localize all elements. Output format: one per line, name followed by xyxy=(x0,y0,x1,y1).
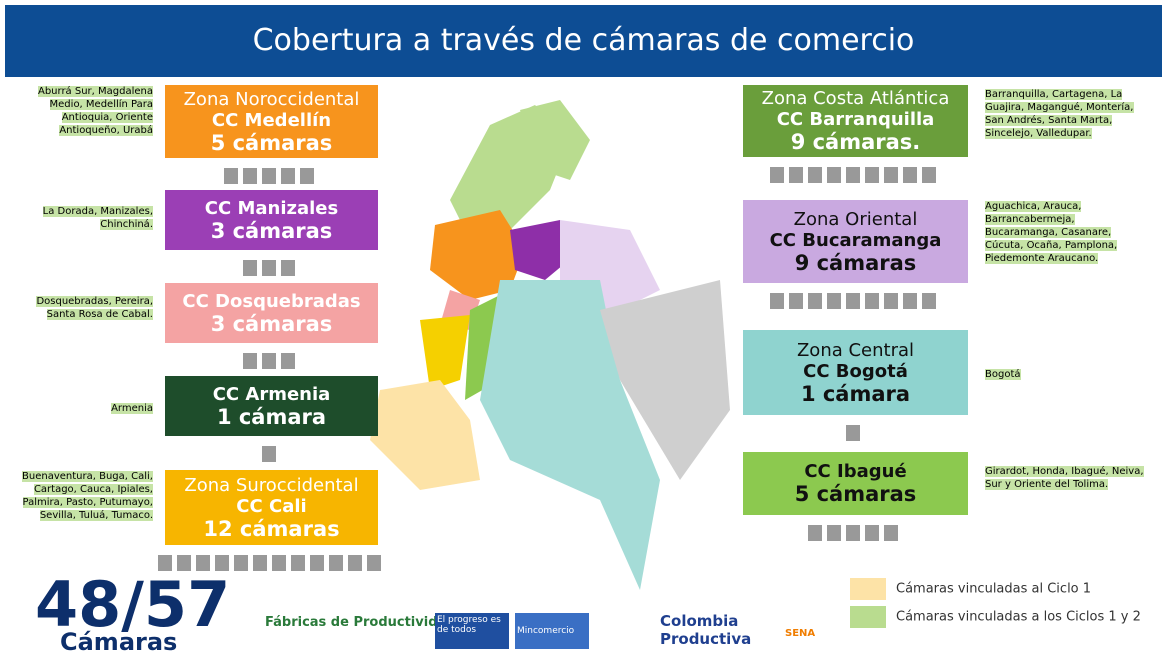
logo: El progreso es de todos xyxy=(435,613,509,649)
city-highlight: Barranquilla, Cartagena, La Guajira, Mag… xyxy=(985,89,1134,139)
city-highlight: Armenia xyxy=(111,403,153,414)
legend-swatch xyxy=(850,578,886,600)
building-icons xyxy=(770,293,941,309)
zone-name: Zona Costa Atlántica xyxy=(761,88,950,109)
total-label: Cámaras xyxy=(60,628,178,656)
chamber-name: CC Ibagué xyxy=(804,461,907,482)
logo: Colombia Productiva xyxy=(660,612,752,648)
legend-item: Cámaras vinculadas a los Ciclos 1 y 2 xyxy=(850,606,1141,628)
city-text: Dosquebradas, Pereira, Santa Rosa de Cab… xyxy=(36,296,153,320)
chamber-name: CC Bogotá xyxy=(803,360,908,382)
building-icons xyxy=(262,446,281,462)
region xyxy=(370,380,480,490)
chamber-name: CC Barranquilla xyxy=(776,109,935,130)
legend-swatch xyxy=(850,606,886,628)
zone-name: Zona Suroccidental xyxy=(184,474,359,496)
city-highlight: Dosquebradas, Pereira, Santa Rosa de Cab… xyxy=(36,296,153,320)
chamber-name: CC Dosquebradas xyxy=(182,290,361,312)
building-icons xyxy=(770,167,941,183)
chamber-name: CC Bucaramanga xyxy=(769,229,942,251)
chamber-count: 9 cámaras xyxy=(794,250,917,275)
chamber-count: 12 cámaras xyxy=(203,516,340,541)
zone-name: Zona Central xyxy=(796,339,915,361)
zone-box: Zona Costa Atlántica CC Barranquilla 9 cám… xyxy=(743,85,968,157)
zone-box: Zona Noroccidental CC Medellín 5 cámaras xyxy=(165,85,378,158)
city-highlight: Aguachica, Arauca, Barrancabermeja, Buca… xyxy=(985,201,1118,264)
logo: SENA xyxy=(785,628,816,639)
logo: Fábricas de Productividad xyxy=(265,615,456,630)
chamber-count: 5 cámaras xyxy=(210,130,333,155)
city-text: Armenia xyxy=(111,403,153,414)
city-list: Bogotá xyxy=(985,368,1150,381)
city-text: Barranquilla, Cartagena, La Guajira, Mag… xyxy=(985,89,1134,139)
zone-name: Zona Oriental xyxy=(793,208,918,230)
zone-box: CC Armenia 1 cámara xyxy=(165,376,378,436)
city-list: Girardot, Honda, Ibagué, Neiva, Sur y Or… xyxy=(985,465,1150,491)
city-highlight: Girardot, Honda, Ibagué, Neiva, Sur y Or… xyxy=(985,466,1144,490)
region xyxy=(600,280,730,480)
zone-name: Zona Noroccidental xyxy=(183,88,360,110)
city-highlight: Aburrá Sur, Magdalena Medio, Medellín Pa… xyxy=(37,86,153,136)
zone-box: Zona Central CC Bogotá 1 cámara xyxy=(743,330,968,415)
legend-label: Cámaras vinculadas al Ciclo 1 xyxy=(896,581,1092,597)
city-list: Aburrá Sur, Magdalena Medio, Medellín Pa… xyxy=(10,85,153,137)
legend-label: Cámaras vinculadas a los Ciclos 1 y 2 xyxy=(896,609,1141,625)
zone-box: CC Ibagué 5 cámaras xyxy=(743,452,968,515)
city-list: Buenaventura, Buga, Cali, Cartago, Cauca… xyxy=(10,470,153,522)
city-list: Barranquilla, Cartagena, La Guajira, Mag… xyxy=(985,88,1150,140)
zone-box: CC Manizales 3 cámaras xyxy=(165,190,378,250)
city-text: Aburrá Sur, Magdalena Medio, Medellín Pa… xyxy=(37,86,153,136)
city-text: Girardot, Honda, Ibagué, Neiva, Sur y Or… xyxy=(985,466,1144,490)
chamber-name: CC Medellín xyxy=(211,109,332,131)
zone-box: Zona Suroccidental CC Cali 12 cámaras xyxy=(165,470,378,545)
chamber-name: CC Armenia xyxy=(212,383,331,405)
building-icons xyxy=(846,425,865,441)
city-text: Aguachica, Arauca, Barrancabermeja, Buca… xyxy=(985,201,1118,264)
chamber-count: 3 cámaras xyxy=(210,311,333,336)
city-highlight: Buenaventura, Buga, Cali, Cartago, Cauca… xyxy=(22,471,153,521)
chamber-name: CC Manizales xyxy=(204,197,339,219)
chamber-count: 3 cámaras xyxy=(210,218,333,243)
building-icons xyxy=(157,555,386,571)
region xyxy=(520,100,590,180)
title: Cobertura a través de cámaras de comerci… xyxy=(5,5,1162,77)
city-highlight: La Dorada, Manizales, Chinchiná. xyxy=(42,206,153,230)
chamber-count: 1 cámara xyxy=(800,381,911,406)
city-text: La Dorada, Manizales, Chinchiná. xyxy=(42,206,153,230)
city-text: Buenaventura, Buga, Cali, Cartago, Cauca… xyxy=(22,471,153,521)
region xyxy=(510,220,575,280)
chamber-count: 9 cámaras. xyxy=(790,130,921,154)
city-text: Bogotá xyxy=(985,369,1021,380)
building-icons xyxy=(224,168,319,184)
logo: Mincomercio xyxy=(515,613,589,649)
building-icons xyxy=(243,260,300,276)
chamber-name: CC Cali xyxy=(236,495,307,517)
city-list: La Dorada, Manizales, Chinchiná. xyxy=(10,205,153,231)
legend-item: Cámaras vinculadas al Ciclo 1 xyxy=(850,578,1091,600)
map xyxy=(370,100,730,590)
region xyxy=(430,210,525,300)
city-list: Armenia xyxy=(10,402,153,415)
total-ratio: 48/57 xyxy=(35,568,231,641)
chamber-count: 5 cámaras xyxy=(794,482,917,506)
region xyxy=(420,315,470,390)
city-list: Aguachica, Arauca, Barrancabermeja, Buca… xyxy=(985,200,1150,265)
building-icons xyxy=(243,353,300,369)
building-icons xyxy=(808,525,903,541)
chamber-count: 1 cámara xyxy=(216,404,327,429)
zone-box: Zona Oriental CC Bucaramanga 9 cámaras xyxy=(743,200,968,283)
city-list: Dosquebradas, Pereira, Santa Rosa de Cab… xyxy=(10,295,153,321)
zone-box: CC Dosquebradas 3 cámaras xyxy=(165,283,378,343)
city-highlight: Bogotá xyxy=(985,369,1021,380)
